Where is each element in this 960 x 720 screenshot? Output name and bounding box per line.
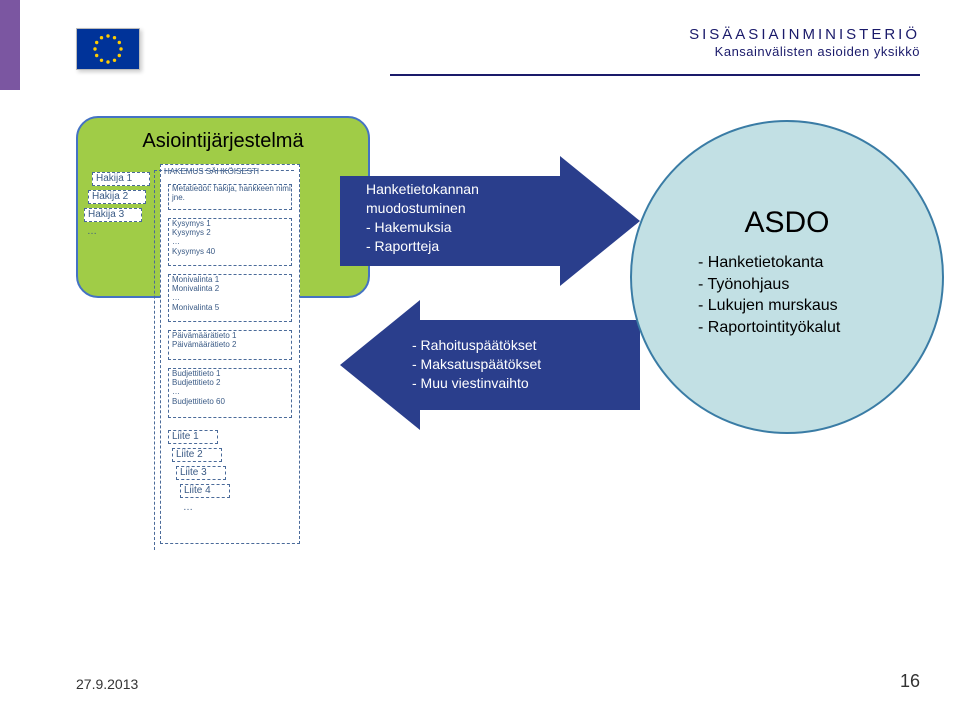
group-line: … bbox=[172, 387, 291, 396]
group-budjetti: Budjettitieto 1 Budjettitieto 2 … Budjet… bbox=[168, 368, 292, 418]
header-rule bbox=[390, 74, 920, 76]
arrow-line: - Raportteja bbox=[366, 237, 479, 256]
asdo-list: - Hanketietokanta - Työnohjaus - Lukujen… bbox=[698, 252, 840, 338]
header-text: SISÄASIAINMINISTERIÖ Kansainvälisten asi… bbox=[689, 26, 920, 59]
group-line: … bbox=[172, 237, 291, 246]
arrow-line: - Maksatuspäätökset bbox=[412, 355, 541, 374]
asdo-item: - Raportointityökalut bbox=[698, 317, 840, 339]
arrow-line: muodostuminen bbox=[366, 199, 479, 218]
group-line: Budjettitieto 60 bbox=[172, 397, 291, 406]
group-line: Monivalinta 2 bbox=[172, 284, 291, 293]
arrow-left-text: - Rahoituspäätökset - Maksatuspäätökset … bbox=[412, 336, 541, 393]
group-line: Monivalinta 1 bbox=[172, 275, 291, 284]
hakija-box: Hakija 1 bbox=[92, 172, 150, 186]
arrow-left: - Rahoituspäätökset - Maksatuspäätökset … bbox=[340, 300, 640, 430]
group-line: Kysymys 40 bbox=[172, 247, 291, 256]
hakija-box: Hakija 2 bbox=[88, 190, 146, 204]
eu-flag bbox=[76, 28, 140, 70]
asdo-circle: ASDO - Hanketietokanta - Työnohjaus - Lu… bbox=[630, 120, 944, 434]
group-line: … bbox=[172, 293, 291, 302]
arrow-right: Hanketietokannan muodostuminen - Hakemuk… bbox=[340, 156, 640, 286]
group-line: Päivämäärätieto 2 bbox=[172, 340, 291, 349]
arrow-line: - Muu viestinvaihto bbox=[412, 374, 541, 393]
purple-accent-bar bbox=[0, 0, 20, 90]
asdo-item: - Hanketietokanta bbox=[698, 252, 840, 274]
hakija-ellipsis: … bbox=[84, 226, 124, 240]
asdo-item: - Lukujen murskaus bbox=[698, 295, 840, 317]
group-line: Kysymys 2 bbox=[172, 228, 291, 237]
group-kysymys: Kysymys 1 Kysymys 2 … Kysymys 40 bbox=[168, 218, 292, 266]
footer-page: 16 bbox=[900, 671, 920, 692]
group-line: Budjettitieto 1 bbox=[172, 369, 291, 378]
group-line: Budjettitieto 2 bbox=[172, 378, 291, 387]
asdo-item: - Työnohjaus bbox=[698, 274, 840, 296]
group-monivalinta: Monivalinta 1 Monivalinta 2 … Monivalint… bbox=[168, 274, 292, 322]
meta-box: Metatiedot: hakija, hankkeen nimi jne. bbox=[168, 184, 292, 210]
group-line: Päivämäärätieto 1 bbox=[172, 331, 291, 340]
liite-box: Liite 1 bbox=[168, 430, 218, 444]
app-system-title: Asiointijärjestelmä bbox=[78, 130, 368, 153]
unit-name: Kansainvälisten asioiden yksikkö bbox=[689, 44, 920, 59]
footer-date: 27.9.2013 bbox=[76, 676, 138, 692]
arrow-line: - Rahoituspäätökset bbox=[412, 336, 541, 355]
arrow-right-text: Hanketietokannan muodostuminen - Hakemuk… bbox=[366, 180, 479, 256]
group-pvm: Päivämäärätieto 1 Päivämäärätieto 2 bbox=[168, 330, 292, 360]
asdo-title: ASDO bbox=[632, 206, 942, 240]
group-line: Kysymys 1 bbox=[172, 219, 291, 228]
liite-box: Liite 3 bbox=[176, 466, 226, 480]
hakija-box: Hakija 3 bbox=[84, 208, 142, 222]
group-line: Monivalinta 5 bbox=[172, 303, 291, 312]
ministry-name: SISÄASIAINMINISTERIÖ bbox=[689, 26, 920, 43]
arrow-line: - Hakemuksia bbox=[366, 218, 479, 237]
liite-box: Liite 4 bbox=[180, 484, 230, 498]
arrow-line: Hanketietokannan bbox=[366, 180, 479, 199]
liite-ellipsis: … bbox=[180, 502, 210, 516]
liite-box: Liite 2 bbox=[172, 448, 222, 462]
